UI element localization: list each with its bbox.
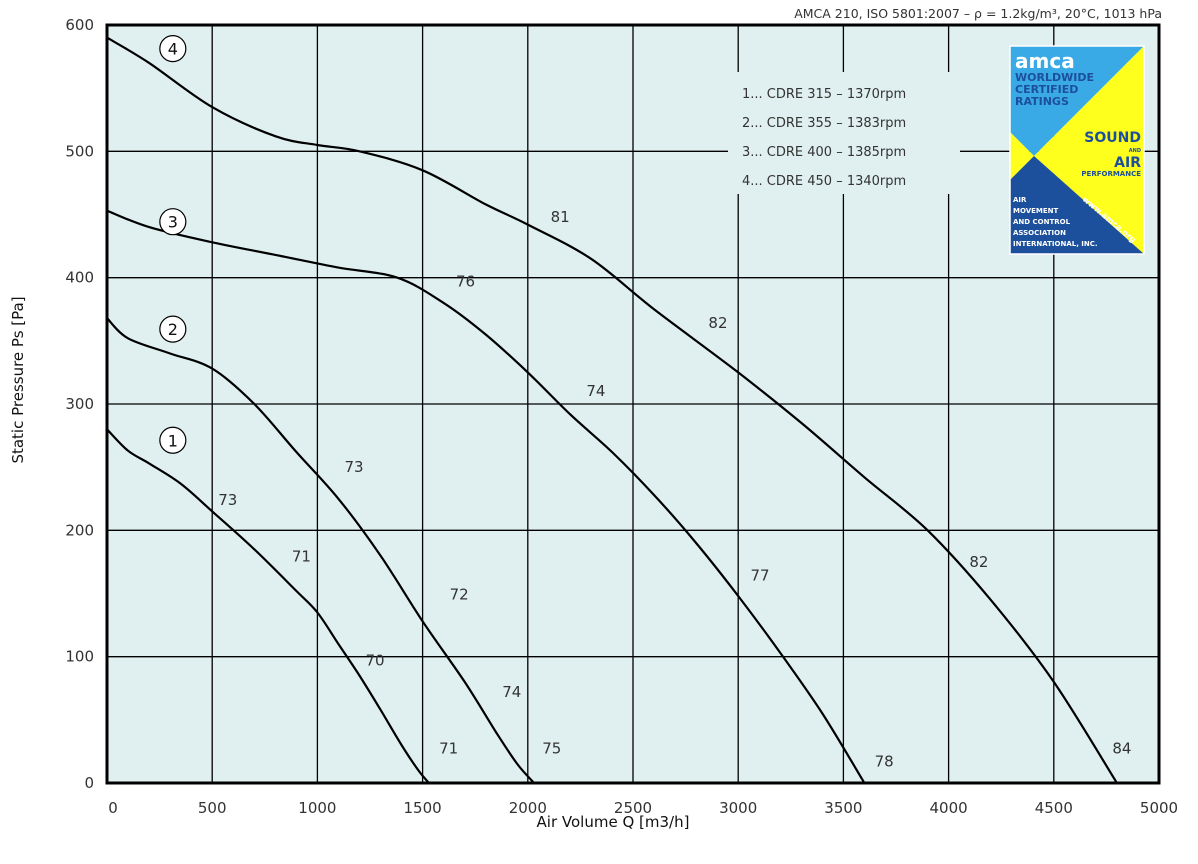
logo-org-line5: INTERNATIONAL, INC. bbox=[1013, 240, 1098, 248]
sound-label-2-4: 75 bbox=[542, 740, 561, 758]
curve-1 bbox=[106, 428, 430, 784]
sound-label-3-4: 78 bbox=[875, 752, 894, 770]
logo-performance: PERFORMANCE bbox=[1081, 170, 1141, 178]
curve-2 bbox=[106, 317, 535, 784]
logo-amca: amca bbox=[1015, 49, 1075, 73]
curve-marker-circle-2 bbox=[159, 315, 187, 343]
sound-label-3-2: 74 bbox=[586, 382, 605, 400]
sound-label-1-3: 70 bbox=[365, 651, 384, 669]
sound-label-3-1: 76 bbox=[456, 272, 475, 290]
legend-entry-3: 3... CDRE 400 – 1385rpm bbox=[742, 145, 906, 160]
logo-sound: SOUND bbox=[1084, 130, 1141, 146]
test-standard-note: AMCA 210, ISO 5801:2007 – ρ = 1.2kg/m³, … bbox=[794, 6, 1162, 21]
horizontal-gridlines bbox=[107, 150, 1159, 658]
y-tick-labels: 0 100 200 300 400 500 600 bbox=[65, 16, 94, 792]
y-tick-300: 300 bbox=[65, 395, 94, 413]
sound-label-2-2: 72 bbox=[450, 586, 469, 604]
x-tick-1500: 1500 bbox=[404, 799, 442, 817]
x-tick-500: 500 bbox=[198, 799, 227, 817]
performance-curves bbox=[106, 36, 1118, 784]
curve-marker-circle-1 bbox=[159, 426, 187, 454]
x-tick-2500: 2500 bbox=[614, 799, 652, 817]
x-tick-5000: 5000 bbox=[1140, 799, 1178, 817]
legend-entry-1: 1... CDRE 315 – 1370rpm bbox=[742, 87, 906, 102]
logo-certified: CERTIFIED bbox=[1015, 83, 1078, 96]
y-tick-400: 400 bbox=[65, 269, 94, 287]
sound-label-1-1: 73 bbox=[218, 491, 237, 509]
logo-org-line3: AND CONTROL bbox=[1013, 218, 1071, 226]
curve-marker-circle-4 bbox=[159, 35, 187, 63]
sound-label-3-3: 77 bbox=[751, 567, 770, 585]
logo-blue-area bbox=[1010, 46, 1144, 156]
sound-label-4-4: 84 bbox=[1112, 740, 1131, 758]
y-tick-200: 200 bbox=[65, 521, 94, 539]
x-tick-0: 0 bbox=[108, 799, 118, 817]
y-tick-500: 500 bbox=[65, 142, 94, 160]
x-tick-4500: 4500 bbox=[1035, 799, 1073, 817]
logo-org-line1: AIR bbox=[1013, 196, 1027, 204]
sound-label-2-3: 74 bbox=[502, 683, 521, 701]
x-tick-1000: 1000 bbox=[298, 799, 336, 817]
curve-marker-label-3: 3 bbox=[168, 213, 178, 232]
x-tick-labels: 0 500 1000 1500 2000 2500 3000 3500 4000 4500 5000 bbox=[108, 799, 1178, 817]
sound-label-2-1: 73 bbox=[344, 458, 363, 476]
logo-org-line4: ASSOCIATION bbox=[1013, 229, 1066, 237]
legend: 1... CDRE 315 – 1370rpm 2... CDRE 355 – … bbox=[728, 72, 960, 194]
logo-air: AIR bbox=[1114, 155, 1141, 171]
sound-level-labels: 73 71 70 71 73 72 74 75 76 74 77 78 81 82 82 84 bbox=[218, 208, 1131, 770]
legend-entry-2: 2... CDRE 355 – 1383rpm bbox=[742, 116, 906, 131]
logo-worldwide: WORLDWIDE bbox=[1015, 71, 1094, 84]
curve-marker-label-4: 4 bbox=[168, 40, 178, 59]
x-axis-label: Air Volume Q [m3/h] bbox=[537, 813, 690, 831]
logo-ratings: RATINGS bbox=[1015, 95, 1069, 108]
amca-certification-logo: amca WORLDWIDE CERTIFIED RATINGS SOUND A… bbox=[1009, 45, 1145, 255]
plot-frame bbox=[105, 23, 1161, 785]
curve-number-markers: 1 2 3 4 bbox=[159, 35, 187, 454]
curve-marker-circle-3 bbox=[159, 208, 187, 236]
x-tick-2000: 2000 bbox=[509, 799, 547, 817]
curve-4 bbox=[106, 36, 1118, 784]
legend-panel bbox=[728, 72, 960, 194]
sound-label-1-4: 71 bbox=[439, 740, 458, 758]
logo-navy-area bbox=[1010, 156, 1144, 254]
x-tick-3000: 3000 bbox=[719, 799, 757, 817]
sound-label-4-3: 82 bbox=[969, 553, 988, 571]
y-tick-100: 100 bbox=[65, 648, 94, 666]
y-axis-label: Static Pressure Ps [Pa] bbox=[9, 296, 27, 463]
sound-label-1-2: 71 bbox=[292, 548, 311, 566]
x-tick-4000: 4000 bbox=[930, 799, 968, 817]
x-tick-3500: 3500 bbox=[824, 799, 862, 817]
sound-label-4-2: 82 bbox=[708, 314, 727, 332]
curve-marker-label-1: 1 bbox=[168, 431, 178, 450]
curve-marker-label-2: 2 bbox=[168, 320, 178, 339]
curve-3 bbox=[106, 209, 866, 784]
logo-and: AND bbox=[1129, 148, 1141, 154]
logo-yellow-left-area bbox=[1010, 132, 1034, 180]
logo-yellow-area bbox=[1034, 46, 1144, 254]
sound-label-4-1: 81 bbox=[551, 208, 570, 226]
legend-entry-4: 4... CDRE 450 – 1340rpm bbox=[742, 174, 906, 189]
logo-border bbox=[1009, 45, 1145, 255]
y-tick-0: 0 bbox=[84, 774, 94, 792]
y-tick-600: 600 bbox=[65, 16, 94, 34]
logo-org-line2: MOVEMENT bbox=[1013, 207, 1059, 215]
